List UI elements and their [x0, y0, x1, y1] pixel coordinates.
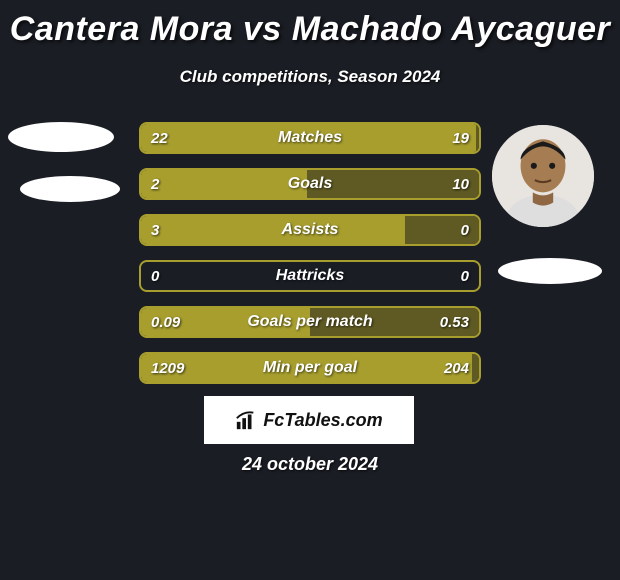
stat-bar-label: Hattricks: [141, 262, 479, 290]
player-right-ellipse: [498, 258, 602, 284]
stat-bar: 210Goals: [139, 168, 481, 200]
stats-bars: 2219Matches 210Goals 30Assists 00Hattricks 0…: [139, 122, 481, 398]
avatar-icon: [492, 125, 594, 227]
logo-text: FcTables.com: [263, 410, 382, 431]
date-text: 24 october 2024: [0, 454, 620, 475]
stat-bar: 2219Matches: [139, 122, 481, 154]
stat-bar-label: Min per goal: [141, 354, 479, 382]
player-left-ellipse-1: [8, 122, 114, 152]
stat-bar-label: Goals: [141, 170, 479, 198]
stat-bar: 00Hattricks: [139, 260, 481, 292]
fctables-logo: FcTables.com: [204, 396, 414, 444]
page-title: Cantera Mora vs Machado Aycaguer: [0, 0, 620, 49]
stat-bar-label: Goals per match: [141, 308, 479, 336]
stat-bar-label: Assists: [141, 216, 479, 244]
stat-bar: 1209204Min per goal: [139, 352, 481, 384]
player-right-avatar: [492, 125, 594, 227]
bar-chart-icon: [235, 409, 257, 431]
subtitle: Club competitions, Season 2024: [0, 67, 620, 87]
stat-bar-label: Matches: [141, 124, 479, 152]
stat-bar: 0.090.53Goals per match: [139, 306, 481, 338]
stat-bar: 30Assists: [139, 214, 481, 246]
player-left-ellipse-2: [20, 176, 120, 202]
